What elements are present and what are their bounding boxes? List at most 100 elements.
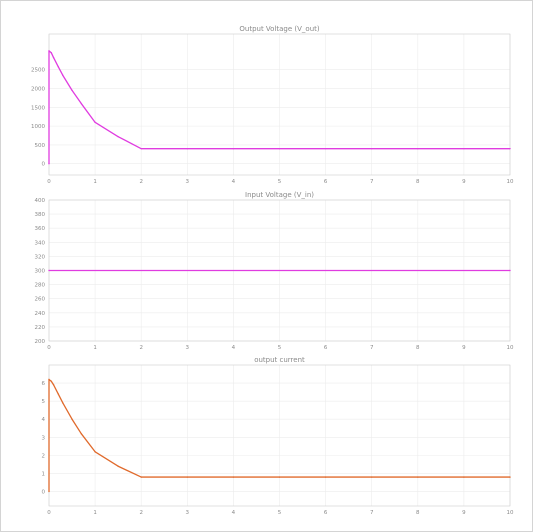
x-tick-label: 5	[278, 179, 282, 185]
x-tick-label: 10	[507, 510, 514, 516]
y-tick-label: 2500	[31, 68, 45, 74]
y-tick-label: 400	[35, 198, 46, 204]
data-point	[62, 74, 64, 77]
x-tick-label: 3	[186, 179, 190, 185]
data-point	[80, 102, 82, 105]
data-point	[50, 52, 53, 54]
y-tick-label: 1500	[31, 105, 45, 111]
y-tick-label: 3	[42, 435, 46, 441]
data-point	[71, 89, 73, 92]
x-tick-label: 6	[324, 179, 328, 185]
y-tick-label: 300	[35, 269, 46, 275]
chart-panel-1: 0 1 2 3 4 5 6 7 8 9 10 0 500 1000 1500 2000 2500 Output V…	[31, 25, 514, 185]
x-tick-label: 0	[47, 179, 51, 185]
data-point	[232, 147, 235, 150]
data-point	[50, 380, 53, 382]
y-tick-label: 360	[35, 226, 46, 232]
x-tick-label: 2	[139, 510, 143, 516]
x-tick-label: 7	[370, 179, 374, 185]
data-point	[186, 147, 188, 150]
chart-title: Output Voltage (V_out)	[239, 25, 320, 33]
data-point	[232, 476, 235, 478]
data-point	[278, 476, 281, 478]
y-tick-label: 4	[42, 417, 46, 423]
y-tick-label: 0	[42, 490, 46, 496]
y-tick-label: 280	[35, 283, 46, 289]
data-point	[48, 490, 50, 493]
y-tick-label: 2	[42, 453, 46, 459]
x-tick-label: 0	[47, 345, 51, 351]
data-point	[509, 476, 511, 478]
data-point	[417, 476, 419, 478]
x-tick-label: 6	[324, 345, 328, 351]
x-tick-label: 8	[416, 510, 420, 516]
x-tick-label: 8	[416, 345, 420, 351]
chart-title: output current	[254, 356, 305, 364]
data-point	[94, 451, 96, 453]
x-tick-label: 8	[416, 179, 420, 185]
x-tick-label: 10	[507, 345, 514, 351]
data-point	[509, 269, 511, 272]
data-point	[52, 56, 55, 59]
x-tick-label: 9	[462, 345, 466, 351]
data-point	[324, 476, 327, 478]
data-point	[509, 147, 511, 150]
x-tick-label: 2	[139, 179, 143, 185]
data-point	[417, 147, 419, 150]
x-tick-label: 9	[462, 510, 466, 516]
x-tick-label: 7	[370, 345, 374, 351]
y-tick-label: 0	[42, 162, 46, 168]
y-tick-label: 5	[42, 399, 46, 405]
data-point	[117, 465, 119, 467]
y-tick-label: 320	[35, 254, 46, 260]
x-tick-label: 9	[462, 179, 466, 185]
data-point	[80, 432, 82, 435]
x-tick-label: 5	[278, 345, 282, 351]
y-tick-label: 2000	[31, 87, 45, 93]
data-point	[324, 147, 327, 150]
chart-panel-2: 0 1 2 3 4 5 6 7 8 9 10 200 220 240 260 280 300 320 340 360 3…	[35, 191, 514, 351]
data-point	[48, 378, 50, 381]
y-tick-label: 1000	[31, 124, 45, 130]
data-point	[71, 418, 73, 420]
x-tick-label: 6	[324, 510, 328, 516]
data-point	[62, 402, 64, 404]
x-tick-label: 3	[186, 510, 190, 516]
data-point	[48, 163, 50, 165]
data-point	[186, 476, 188, 478]
data-point	[57, 66, 59, 68]
x-tick-label: 10	[507, 179, 514, 185]
x-tick-label: 4	[232, 345, 236, 351]
y-tick-label: 380	[35, 212, 46, 218]
data-point	[463, 476, 465, 478]
y-tick-label: 500	[35, 143, 46, 149]
data-point	[52, 384, 55, 386]
data-point	[57, 393, 59, 395]
y-tick-label: 260	[35, 297, 46, 303]
data-point	[371, 147, 373, 150]
data-point	[463, 147, 465, 150]
x-tick-label: 5	[278, 510, 282, 516]
x-tick-label: 4	[232, 510, 236, 516]
x-tick-label: 4	[232, 179, 236, 185]
y-tick-label: 6	[42, 381, 46, 387]
data-point	[140, 476, 142, 478]
y-tick-label: 200	[35, 339, 46, 345]
x-tick-label: 2	[139, 345, 143, 351]
x-tick-label: 0	[47, 510, 51, 516]
data-point	[140, 147, 142, 150]
x-tick-label: 1	[93, 510, 97, 516]
chart-title: Input Voltage (V_in)	[245, 191, 314, 199]
data-point	[94, 121, 96, 124]
x-tick-label: 1	[93, 345, 97, 351]
x-tick-label: 1	[93, 179, 97, 185]
data-point	[117, 135, 119, 138]
data-point	[371, 476, 373, 478]
x-tick-label: 7	[370, 510, 374, 516]
chart-panel-3: 0 1 2 3 4 5 6 7 8 9 10 0 1 2 3 4 5 6 output current	[42, 356, 514, 516]
y-tick-label: 240	[35, 311, 46, 317]
y-tick-label: 220	[35, 325, 46, 331]
y-tick-label: 340	[35, 240, 46, 246]
